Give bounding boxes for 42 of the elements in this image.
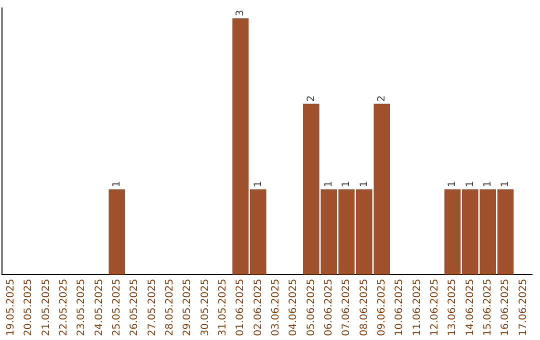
x-tick-label: 21.05.2025 [40,278,52,336]
x-tick-label: 15.06.2025 [482,278,494,336]
x-tick-label: 05.06.2025 [306,278,317,336]
x-tick-label: 10.06.2025 [394,278,406,336]
data-label: 1 [447,180,458,188]
x-tick-label: 25.05.2025 [111,278,122,336]
x-tick-label: 17.06.2025 [518,278,529,336]
data-label: 1 [341,180,352,188]
x-tick-label: 27.05.2025 [146,278,158,336]
x-tick-label: 28.05.2025 [164,278,176,336]
x-tick-label: 14.06.2025 [464,278,476,336]
x-tick-label: 23.05.2025 [76,278,88,336]
x-tick-label: 02.06.2025 [252,278,264,336]
data-label: 1 [323,180,334,188]
x-tick-label: 31.05.2025 [217,278,228,336]
data-label: 1 [111,180,122,188]
x-tick-label: 29.05.2025 [182,278,194,336]
x-tick-label: 26.05.2025 [129,278,140,336]
x-tick-label: 06.06.2025 [323,278,334,336]
x-tick-label: 16.06.2025 [500,278,512,336]
data-label: 2 [306,95,317,102]
x-tick-label: 01.06.2025 [235,278,246,336]
data-label: 1 [482,180,494,188]
x-tick-label: 19.05.2025 [5,278,16,336]
data-label: 2 [376,95,388,102]
x-tick-label: 20.05.2025 [23,278,34,336]
x-tick-label: 07.06.2025 [341,278,352,336]
data-label: 1 [500,180,512,188]
x-tick-label: 13.06.2025 [447,278,458,336]
x-tick-label: 30.05.2025 [200,278,211,336]
data-label: 1 [252,180,264,188]
x-tick-label: 08.06.2025 [358,278,370,336]
x-tick-label: 11.06.2025 [412,278,423,336]
x-tick-label: 04.06.2025 [288,278,300,336]
data-label: 1 [358,180,370,188]
x-tick-label: 03.06.2025 [270,278,282,336]
x-tick-label: 22.05.2025 [58,278,70,336]
x-tick-label: 09.06.2025 [376,278,388,336]
data-label: 3 [235,10,246,16]
x-tick-label: 12.06.2025 [429,278,440,336]
x-tick-label: 24.05.2025 [94,278,105,336]
data-label: 1 [464,180,476,188]
